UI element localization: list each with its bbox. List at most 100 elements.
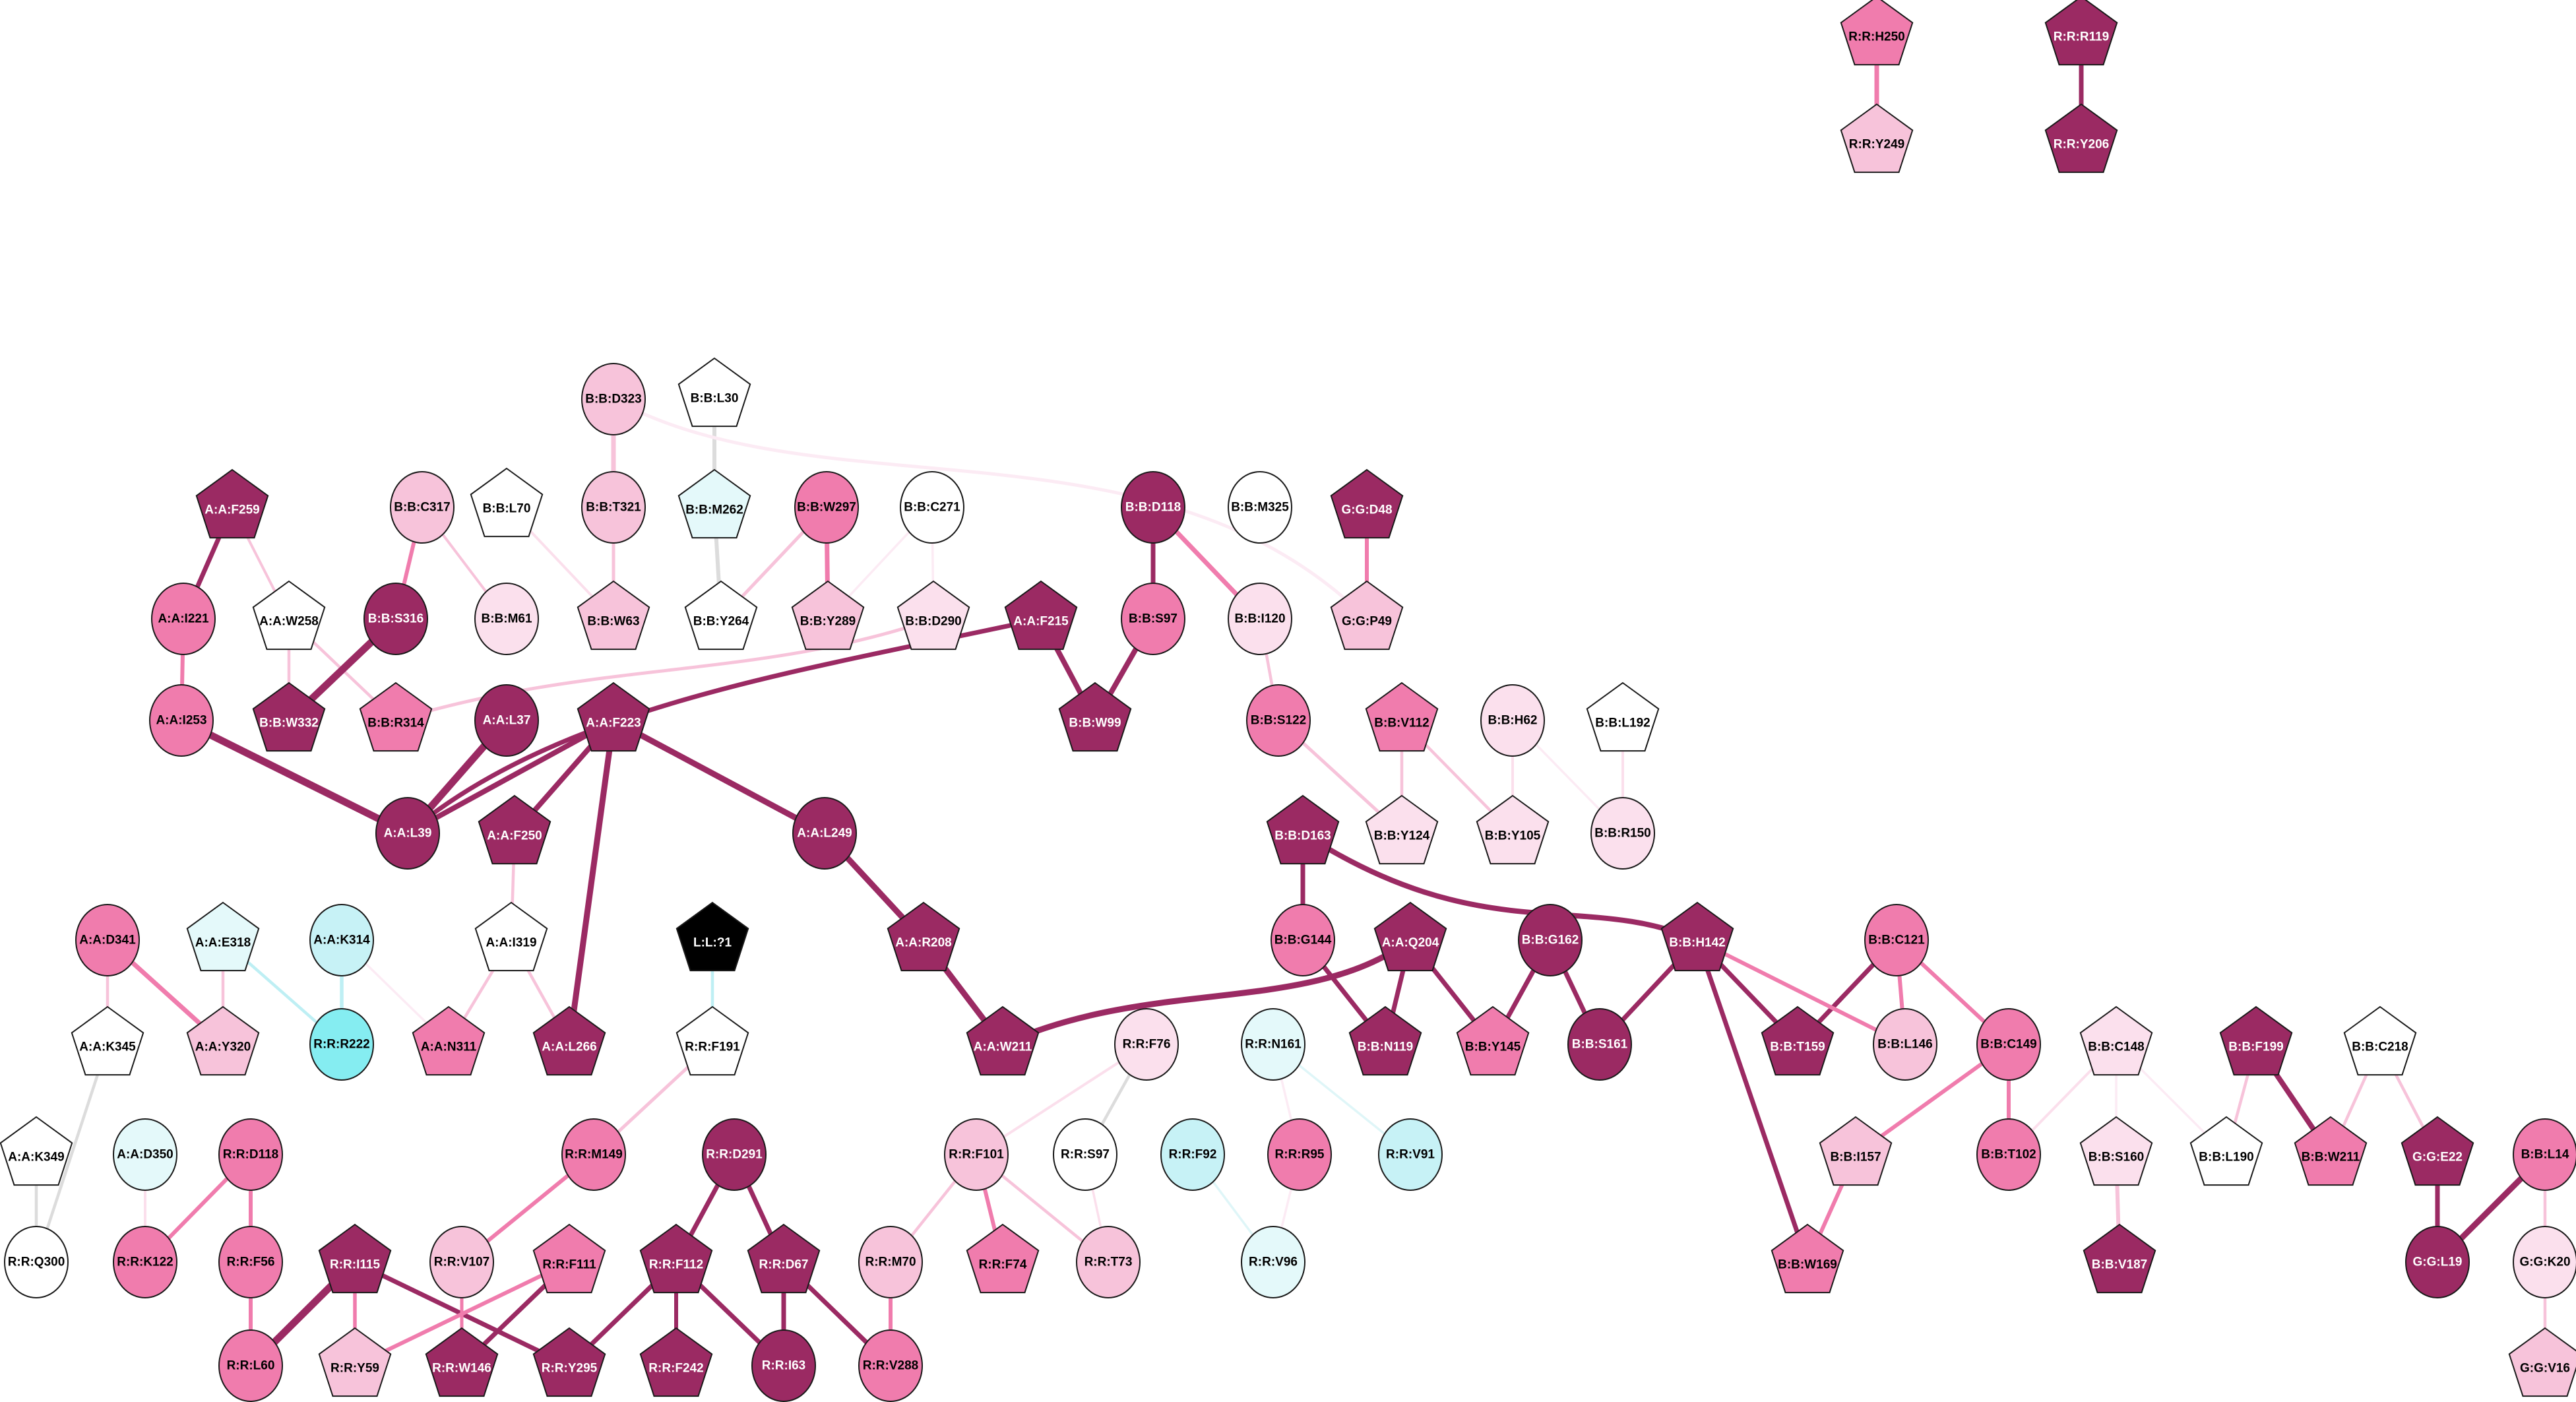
node-r-r-y59[interactable]: R:R:Y59 — [318, 1327, 392, 1397]
ellipse-node-icon[interactable] — [1873, 1008, 1937, 1081]
node-r-r-y206[interactable]: R:R:Y206 — [2044, 103, 2118, 174]
node-r-r-t73[interactable]: R:R:T73 — [1076, 1226, 1141, 1298]
node-a-a-f223[interactable]: A:A:F223 — [577, 682, 650, 752]
node-b-b-s160[interactable]: B:B:S160 — [2079, 1116, 2153, 1186]
ellipse-node-icon[interactable] — [2513, 1226, 2576, 1298]
node-a-a-l39[interactable]: A:A:L39 — [375, 797, 440, 870]
node-b-b-m325[interactable]: B:B:M325 — [1228, 471, 1292, 544]
node-r-r-w146[interactable]: R:R:W146 — [425, 1327, 499, 1397]
ellipse-node-icon[interactable] — [581, 363, 646, 435]
ellipse-node-icon[interactable] — [702, 1118, 767, 1191]
pentagon-node-icon[interactable] — [1586, 682, 1660, 752]
pentagon-node-icon[interactable] — [195, 468, 269, 539]
pentagon-node-icon[interactable] — [474, 901, 548, 972]
ellipse-node-icon[interactable] — [375, 797, 440, 870]
node-a-a-l249[interactable]: A:A:L249 — [792, 797, 857, 870]
edge-r-r-y59--r-r-f111[interactable] — [353, 1260, 571, 1368]
node-a-a-f259[interactable]: A:A:F259 — [195, 468, 269, 539]
node-b-b-c218[interactable]: B:B:C218 — [2343, 1005, 2417, 1076]
node-r-r-y249[interactable]: R:R:Y249 — [1840, 103, 1914, 174]
ellipse-node-icon[interactable] — [1480, 684, 1545, 757]
node-l-l-1[interactable]: L:L:?1 — [675, 901, 749, 972]
pentagon-node-icon[interactable] — [532, 1005, 606, 1076]
pentagon-node-icon[interactable] — [252, 682, 326, 752]
ellipse-node-icon[interactable] — [474, 684, 539, 757]
ellipse-node-icon[interactable] — [1267, 1118, 1332, 1191]
node-b-b-r150[interactable]: B:B:R150 — [1590, 797, 1655, 870]
node-b-b-m61[interactable]: B:B:M61 — [474, 583, 539, 655]
node-b-b-s316[interactable]: B:B:S316 — [363, 583, 428, 655]
pentagon-node-icon[interactable] — [1330, 580, 1404, 651]
pentagon-node-icon[interactable] — [677, 357, 751, 428]
edge-a-a-f223--a-a-l39[interactable] — [405, 718, 616, 836]
node-r-r-f242[interactable]: R:R:F242 — [639, 1327, 713, 1397]
edge-b-b-r314--b-b-d290[interactable] — [394, 617, 935, 722]
node-r-r-d118[interactable]: R:R:D118 — [218, 1118, 283, 1191]
ellipse-node-icon[interactable] — [390, 471, 455, 544]
node-r-r-f111[interactable]: R:R:F111 — [532, 1223, 606, 1294]
node-r-r-f112[interactable]: R:R:F112 — [639, 1223, 713, 1294]
ellipse-node-icon[interactable] — [1121, 583, 1185, 655]
ellipse-node-icon[interactable] — [792, 797, 857, 870]
node-a-a-n311[interactable]: A:A:N311 — [412, 1005, 486, 1076]
ellipse-node-icon[interactable] — [309, 1008, 374, 1081]
ellipse-node-icon[interactable] — [1567, 1008, 1632, 1081]
node-b-b-w211[interactable]: B:B:W211 — [2294, 1116, 2368, 1186]
pentagon-node-icon[interactable] — [2343, 1005, 2417, 1076]
node-r-r-i115[interactable]: R:R:I115 — [318, 1223, 392, 1294]
ellipse-node-icon[interactable] — [309, 904, 374, 976]
node-r-r-d291[interactable]: R:R:D291 — [702, 1118, 767, 1191]
pentagon-node-icon[interactable] — [966, 1005, 1040, 1076]
node-a-a-y320[interactable]: A:A:Y320 — [186, 1005, 260, 1076]
node-a-a-k345[interactable]: A:A:K345 — [71, 1005, 144, 1076]
node-r-r-v91[interactable]: R:R:V91 — [1378, 1118, 1443, 1191]
pentagon-node-icon[interactable] — [577, 682, 650, 752]
pentagon-node-icon[interactable] — [1761, 1005, 1835, 1076]
ellipse-node-icon[interactable] — [1160, 1118, 1225, 1191]
node-r-r-i63[interactable]: R:R:I63 — [751, 1329, 816, 1402]
node-r-r-r119[interactable]: R:R:R119 — [2044, 0, 2118, 66]
node-g-g-e22[interactable]: G:G:E22 — [2401, 1116, 2474, 1186]
edge-a-a-k345--r-r-q300[interactable] — [34, 1042, 110, 1264]
node-b-b-t102[interactable]: B:B:T102 — [1976, 1118, 2041, 1191]
node-a-a-k314[interactable]: A:A:K314 — [309, 904, 374, 976]
ellipse-node-icon[interactable] — [429, 1226, 494, 1298]
pentagon-node-icon[interactable] — [677, 468, 751, 539]
node-b-b-c149[interactable]: B:B:C149 — [1976, 1008, 2041, 1081]
node-a-a-w211[interactable]: A:A:W211 — [966, 1005, 1040, 1076]
pentagon-node-icon[interactable] — [0, 1116, 73, 1186]
node-b-b-r314[interactable]: B:B:R314 — [359, 682, 433, 752]
pentagon-node-icon[interactable] — [532, 1327, 606, 1397]
node-a-a-w258[interactable]: A:A:W258 — [252, 580, 326, 651]
pentagon-node-icon[interactable] — [425, 1327, 499, 1397]
ellipse-node-icon[interactable] — [1114, 1008, 1179, 1081]
ellipse-node-icon[interactable] — [1241, 1226, 1305, 1298]
node-b-b-h142[interactable]: B:B:H142 — [1660, 901, 1734, 972]
node-b-b-c148[interactable]: B:B:C148 — [2079, 1005, 2153, 1076]
node-b-b-s97[interactable]: B:B:S97 — [1121, 583, 1185, 655]
node-r-r-s97[interactable]: R:R:S97 — [1053, 1118, 1117, 1191]
pentagon-node-icon[interactable] — [675, 1005, 749, 1076]
node-b-b-v112[interactable]: B:B:V112 — [1365, 682, 1439, 752]
node-r-r-q300[interactable]: R:R:Q300 — [4, 1226, 69, 1298]
ellipse-node-icon[interactable] — [1241, 1008, 1305, 1081]
pentagon-node-icon[interactable] — [2508, 1327, 2576, 1397]
ellipse-node-icon[interactable] — [858, 1329, 923, 1402]
pentagon-node-icon[interactable] — [2079, 1116, 2153, 1186]
pentagon-node-icon[interactable] — [1058, 682, 1132, 752]
edge-a-a-w211--a-a-q204[interactable] — [999, 937, 1414, 1048]
node-b-b-d163[interactable]: B:B:D163 — [1266, 794, 1340, 865]
pentagon-node-icon[interactable] — [478, 794, 551, 865]
ellipse-node-icon[interactable] — [363, 583, 428, 655]
node-r-r-f74[interactable]: R:R:F74 — [966, 1223, 1040, 1294]
node-b-b-n119[interactable]: B:B:N119 — [1348, 1005, 1422, 1076]
node-a-a-e318[interactable]: A:A:E318 — [186, 901, 260, 972]
node-r-r-l60[interactable]: R:R:L60 — [218, 1329, 283, 1402]
node-a-a-i319[interactable]: A:A:I319 — [474, 901, 548, 972]
node-a-a-d341[interactable]: A:A:D341 — [75, 904, 140, 976]
node-a-a-l37[interactable]: A:A:L37 — [474, 684, 539, 757]
edge-b-b-h142--b-b-l146[interactable] — [1695, 938, 1907, 1046]
node-b-b-w297[interactable]: B:B:W297 — [794, 471, 859, 544]
pentagon-node-icon[interactable] — [966, 1223, 1040, 1294]
node-r-r-f191[interactable]: R:R:F191 — [675, 1005, 749, 1076]
